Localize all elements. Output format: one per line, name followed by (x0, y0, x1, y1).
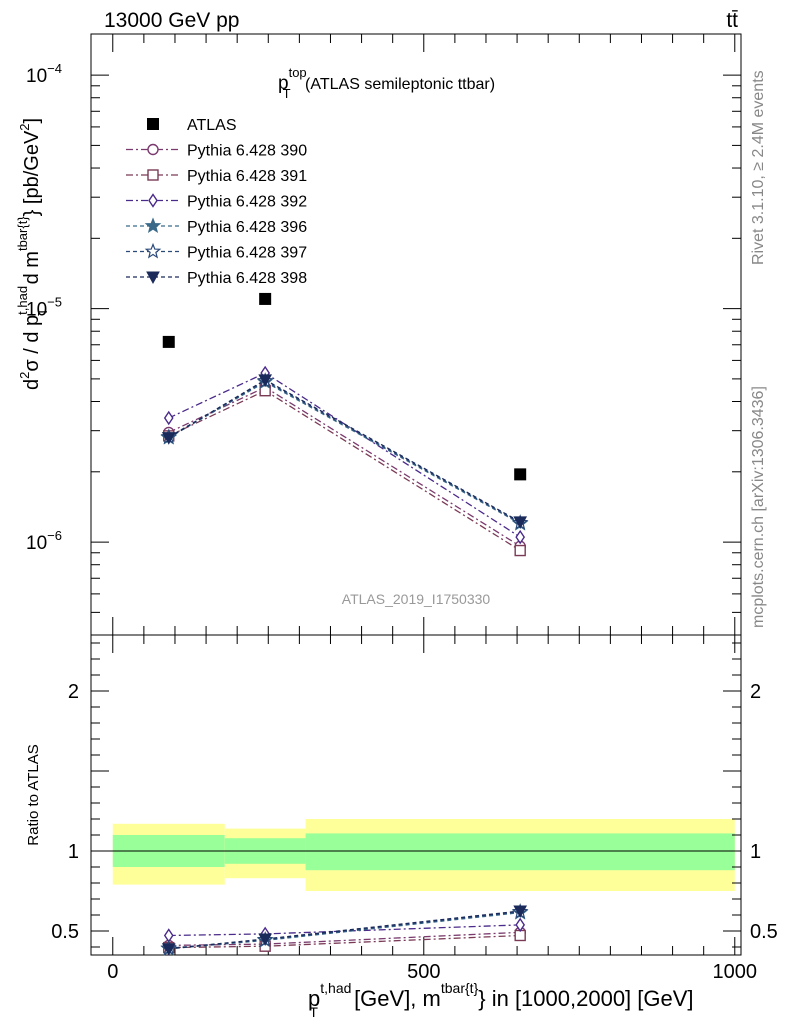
main-y-tick-label: 10−5 (26, 295, 62, 321)
legend-label: Pythia 6.428 396 (187, 219, 307, 236)
data-point (259, 292, 272, 305)
chart-markers (160, 292, 529, 956)
x-axis-label: pt,had T [GeV], mtbar{t}} in [1000,2000] … (308, 980, 694, 1020)
series-line-main (168, 379, 521, 523)
x-tick-label: 500 (407, 961, 440, 983)
series-marker-ratio (163, 928, 174, 943)
data-point (162, 335, 175, 348)
header-process-label: tt̄ (726, 9, 738, 32)
plot-title: ptop T (ATLAS semileptonic ttbar) (278, 65, 495, 101)
legend-label: Pythia 6.428 398 (187, 270, 307, 287)
legend-marker (148, 193, 158, 208)
series-line-ratio (168, 934, 521, 949)
axes-ticks: 10−6 10−5 10−4 0.5 0.5 1 1 2 2 0 500 1000 (26, 34, 778, 983)
data-point (514, 468, 527, 481)
series-line-ratio (168, 911, 521, 949)
main-y-axis-label: d2σ / d pt,had T d mtbar{t}} [pb/GeV2] (15, 118, 50, 390)
analysis-watermark: ATLAS_2019_I1750330 (342, 591, 491, 607)
legend-label: Pythia 6.428 392 (187, 194, 307, 211)
legend-marker (144, 242, 162, 259)
legend-marker-data (147, 118, 159, 130)
legend-label: Pythia 6.428 391 (187, 168, 307, 185)
x-tick-label: 0 (107, 961, 118, 983)
legend-label: Pythia 6.428 397 (187, 245, 307, 262)
series-marker-ratio (161, 943, 176, 956)
series-marker-main (163, 410, 174, 426)
main-y-tick-label: 10−6 (26, 528, 62, 554)
legend-marker (144, 217, 162, 234)
plot-title-sub: T (283, 86, 291, 101)
series-marker-main (515, 529, 526, 545)
ratio-y-tick-label: 2 (68, 681, 79, 703)
plot-title-main: p (278, 73, 289, 94)
series-line-main (168, 372, 521, 538)
header-collision-label: 13000 GeV pp (104, 9, 239, 32)
legend-marker (147, 169, 159, 181)
legend-marker (147, 143, 159, 156)
ratio-plot-frame (90, 634, 742, 956)
series-marker-main (161, 432, 176, 445)
series-line-main (168, 381, 521, 525)
ratio-uncertainty-bands (91, 819, 741, 891)
ratio-y-tick-label: 1 (68, 841, 79, 863)
ratio-y-tick-label: 0.5 (51, 921, 79, 943)
legend-marker (146, 271, 160, 285)
series-marker-main (513, 516, 528, 529)
series-line-ratio (168, 910, 521, 950)
series-line-main (168, 389, 521, 552)
plot-title-sup: top (289, 65, 307, 80)
ratio-y-axis-label: Ratio to ATLAS (25, 744, 42, 845)
plot-title-rest: (ATLAS semileptonic ttbar) (301, 76, 495, 93)
ratio-band-inner (305, 833, 735, 871)
main-y-tick-label: 10−4 (26, 61, 62, 87)
x-tick-label: 1000 (713, 961, 758, 983)
series-line-ratio (168, 911, 521, 950)
series-marker-main (258, 374, 273, 387)
legend-label-data: ATLAS (187, 117, 237, 134)
ratio-y-tick-label-right: 0.5 (750, 921, 778, 943)
ratio-y-tick-label-right: 2 (750, 681, 761, 703)
series-marker-main (514, 544, 526, 557)
series-marker-ratio (515, 917, 526, 933)
legend: ATLAS Pythia 6.428 390 Pythia 6.428 391 Pyt… (126, 117, 307, 287)
mcplots-label: mcplots.cern.ch [arXiv:1306.3436] (750, 386, 767, 628)
rivet-version-label: Rivet 3.1.10, ≥ 2.4M events (750, 70, 767, 265)
ratio-y-tick-label-right: 1 (750, 841, 761, 863)
series-line-main (168, 380, 521, 524)
series-line-main (168, 386, 521, 547)
series-marker-ratio (513, 905, 528, 919)
series-marker-ratio (258, 933, 273, 947)
legend-label: Pythia 6.428 390 (187, 143, 307, 160)
